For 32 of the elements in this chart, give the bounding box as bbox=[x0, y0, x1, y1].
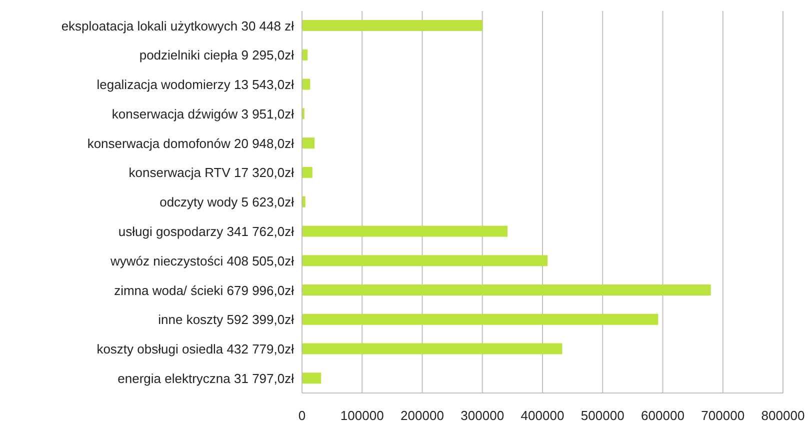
y-tick-label: podzielniki ciepła 9 295,0zł bbox=[139, 48, 294, 63]
y-tick-label: inne koszty 592 399,0zł bbox=[158, 312, 294, 328]
x-tick-label: 100000 bbox=[340, 408, 384, 421]
y-tick-label: konserwacja domofonów 20 948,0zł bbox=[87, 136, 294, 151]
x-tick-label: 800000 bbox=[761, 408, 805, 421]
y-tick-label: energia elektryczna 31 797,0zł bbox=[118, 370, 294, 386]
x-tick-label: 300000 bbox=[460, 408, 504, 421]
bar bbox=[302, 314, 658, 325]
bar bbox=[302, 284, 711, 296]
x-tick-label: 700000 bbox=[701, 408, 745, 421]
y-tick-label: usługi gospodarzy 341 762,0zł bbox=[118, 224, 294, 239]
bar bbox=[302, 20, 482, 31]
y-tick-label: legalizacja wodomierzy 13 543,0zł bbox=[96, 77, 294, 92]
y-tick-label: zimna woda/ ścieki 679 996,0zł bbox=[114, 282, 294, 298]
bar bbox=[302, 78, 310, 90]
bar bbox=[302, 255, 548, 266]
bar bbox=[302, 343, 562, 354]
y-tick-label: konserwacja RTV 17 320,0zł bbox=[128, 165, 294, 180]
y-tick-label: eksploatacja lokali użytkowych 30 448 zł bbox=[61, 18, 294, 34]
y-tick-label: koszty obsługi osiedla 432 779,0zł bbox=[96, 342, 294, 357]
bar bbox=[302, 138, 315, 149]
bar bbox=[302, 372, 322, 384]
x-tick-label: 0 bbox=[298, 408, 306, 421]
x-tick-label: 200000 bbox=[400, 408, 444, 421]
bar bbox=[302, 226, 508, 237]
y-tick-label: odczyty wody 5 623,0zł bbox=[160, 194, 294, 210]
y-tick-label: konserwacja dźwigów 3 951,0zł bbox=[112, 106, 294, 122]
y-tick-label: wywóz nieczystości 408 505,0zł bbox=[109, 253, 294, 268]
x-tick-label: 600000 bbox=[641, 408, 684, 421]
x-tick-label: 500000 bbox=[580, 408, 624, 421]
bar bbox=[302, 166, 312, 178]
x-tick-label: 400000 bbox=[520, 408, 564, 421]
